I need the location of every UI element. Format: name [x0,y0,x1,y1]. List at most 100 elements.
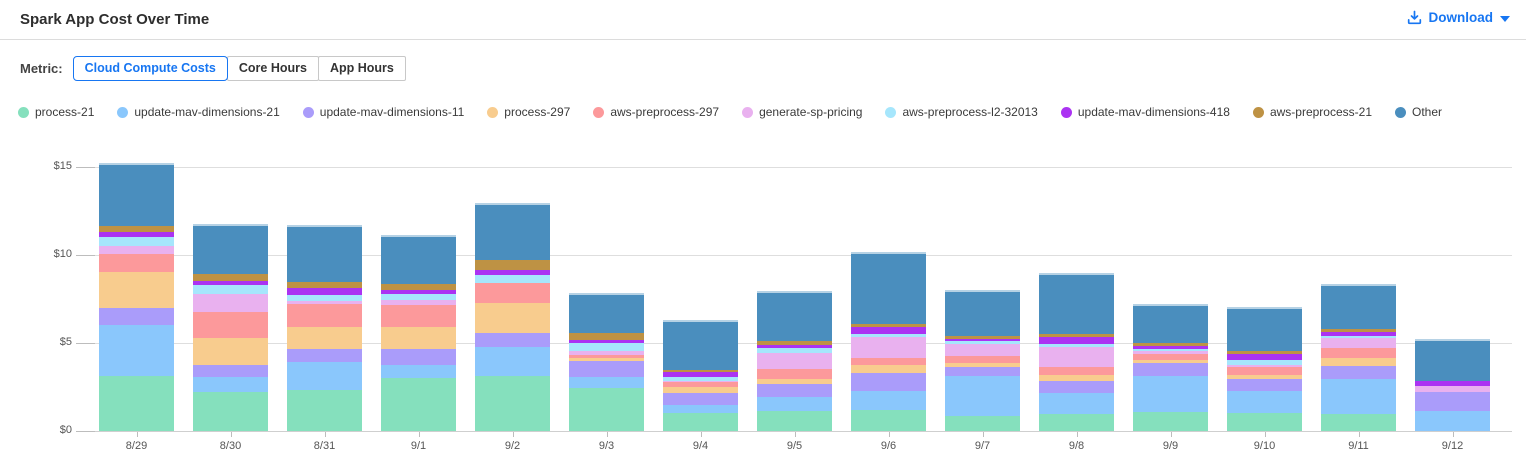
bar-segment-Other[interactable] [99,165,174,226]
bar-segment-update-mav-dimensions-418[interactable] [757,344,832,349]
bar-segment-Other[interactable] [381,236,456,285]
bar-segment-Other[interactable] [1321,285,1396,330]
bar-segment-process-21[interactable] [99,375,174,431]
bar-segment-process-21[interactable] [1321,414,1396,431]
bar-segment-process-297[interactable] [287,326,362,350]
metric-tab-core-hours[interactable]: Core Hours [226,56,319,81]
bar-9/5[interactable] [757,290,832,431]
bar-segment-update-mav-dimensions-418[interactable] [1415,380,1490,386]
bar-segment-aws-preprocess-l2-32013[interactable] [193,284,268,295]
bar-segment-aws-preprocess-21[interactable] [1133,342,1208,346]
bar-segment-process-21[interactable] [945,416,1020,431]
legend-item-update-mav-dimensions-418[interactable]: update-mav-dimensions-418 [1060,105,1230,119]
bar-segment-process-297[interactable] [381,326,456,350]
bar-segment-aws-preprocess-l2-32013[interactable] [1227,360,1302,365]
bar-segment-generate-sp-pricing[interactable] [663,380,738,383]
bar-segment-update-mav-dimensions-11[interactable] [569,361,644,377]
bar-segment-update-mav-dimensions-21[interactable] [193,376,268,393]
metric-tab-app-hours[interactable]: App Hours [317,56,406,81]
bar-segment-generate-sp-pricing[interactable] [945,343,1020,357]
bar-segment-update-mav-dimensions-11[interactable] [945,367,1020,377]
bar-segment-Other[interactable] [1133,306,1208,343]
bar-segment-update-mav-dimensions-21[interactable] [381,364,456,379]
bar-segment-aws-preprocess-21[interactable] [475,259,550,270]
bar-segment-process-21[interactable] [1039,413,1114,431]
bar-segment-generate-sp-pricing[interactable] [1039,346,1114,367]
bar-9/3[interactable] [569,293,644,431]
bar-segment-update-mav-dimensions-11[interactable] [287,349,362,363]
bar-segment-Other[interactable] [1227,308,1302,352]
bar-segment-update-mav-dimensions-21[interactable] [1039,392,1114,414]
bar-segment-generate-sp-pricing[interactable] [851,336,926,358]
bar-segment-generate-sp-pricing[interactable] [1415,385,1490,392]
bar-segment-update-mav-dimensions-418[interactable] [1133,345,1208,349]
bar-segment-update-mav-dimensions-418[interactable] [1039,337,1114,344]
bar-segment-update-mav-dimensions-11[interactable] [475,332,550,347]
bar-segment-update-mav-dimensions-11[interactable] [851,372,926,392]
bar-segment-process-21[interactable] [287,389,362,431]
bar-segment-update-mav-dimensions-418[interactable] [1321,332,1396,336]
bar-segment-Other[interactable] [663,322,738,370]
bar-segment-aws-preprocess-l2-32013[interactable] [287,295,362,301]
bar-segment-aws-preprocess-21[interactable] [851,323,926,327]
bar-segment-aws-preprocess-l2-32013[interactable] [569,343,644,352]
bar-segment-process-297[interactable] [569,357,644,362]
bar-segment-process-21[interactable] [569,388,644,431]
bar-segment-update-mav-dimensions-418[interactable] [193,280,268,285]
bar-segment-aws-preprocess-21[interactable] [1321,329,1396,333]
bar-segment-process-21[interactable] [193,392,268,431]
bar-segment-aws-preprocess-l2-32013[interactable] [757,348,832,353]
bar-segment-Other[interactable] [287,226,362,282]
bar-segment-aws-preprocess-21[interactable] [381,284,456,291]
bar-segment-update-mav-dimensions-418[interactable] [381,290,456,294]
bar-segment-aws-preprocess-297[interactable] [757,369,832,380]
bar-segment-process-297[interactable] [663,386,738,393]
bar-segment-update-mav-dimensions-21[interactable] [1133,375,1208,413]
bar-9/1[interactable] [381,234,456,431]
bar-segment-aws-preprocess-l2-32013[interactable] [381,293,456,301]
bar-8/30[interactable] [193,223,268,431]
bar-segment-update-mav-dimensions-418[interactable] [287,288,362,296]
bar-segment-update-mav-dimensions-418[interactable] [663,372,738,377]
bar-segment-update-mav-dimensions-21[interactable] [851,391,926,411]
bar-segment-process-297[interactable] [1321,358,1396,366]
bar-segment-update-mav-dimensions-11[interactable] [1227,379,1302,392]
bar-segment-aws-preprocess-297[interactable] [99,253,174,272]
bar-9/4[interactable] [663,320,738,431]
bar-segment-aws-preprocess-297[interactable] [1321,348,1396,359]
bar-segment-aws-preprocess-l2-32013[interactable] [1321,335,1396,339]
bar-segment-update-mav-dimensions-21[interactable] [287,362,362,390]
bar-segment-aws-preprocess-l2-32013[interactable] [663,376,738,381]
bar-9/11[interactable] [1321,283,1396,431]
bar-segment-aws-preprocess-297[interactable] [475,283,550,303]
bar-9/7[interactable] [945,290,1020,431]
bar-segment-update-mav-dimensions-11[interactable] [1039,380,1114,393]
bar-9/9[interactable] [1133,304,1208,431]
bar-8/29[interactable] [99,163,174,431]
legend-item-aws-preprocess-21[interactable]: aws-preprocess-21 [1252,105,1372,119]
bar-segment-aws-preprocess-l2-32013[interactable] [851,333,926,337]
bar-segment-aws-preprocess-297[interactable] [193,311,268,338]
bar-segment-aws-preprocess-21[interactable] [1039,333,1114,338]
bar-segment-generate-sp-pricing[interactable] [1227,364,1302,368]
bar-segment-aws-preprocess-297[interactable] [569,354,644,358]
bar-segment-Other[interactable] [475,205,550,260]
bar-segment-update-mav-dimensions-21[interactable] [99,325,174,376]
bar-segment-update-mav-dimensions-418[interactable] [569,340,644,344]
bar-segment-Other[interactable] [1415,340,1490,381]
bar-segment-aws-preprocess-21[interactable] [757,341,832,345]
bar-segment-aws-preprocess-21[interactable] [99,225,174,233]
legend-item-process-297[interactable]: process-297 [487,105,570,119]
bar-segment-generate-sp-pricing[interactable] [99,245,174,254]
bar-segment-update-mav-dimensions-11[interactable] [99,308,174,326]
bar-segment-aws-preprocess-297[interactable] [1133,353,1208,360]
legend-item-Other[interactable]: Other [1395,105,1442,119]
bar-segment-aws-preprocess-l2-32013[interactable] [1039,343,1114,347]
bar-segment-Other[interactable] [945,292,1020,337]
bar-segment-process-21[interactable] [1227,412,1302,431]
bar-segment-aws-preprocess-l2-32013[interactable] [945,341,1020,344]
legend-item-update-mav-dimensions-11[interactable]: update-mav-dimensions-11 [302,105,464,119]
bar-segment-aws-preprocess-21[interactable] [1227,351,1302,354]
bar-segment-aws-preprocess-297[interactable] [945,356,1020,364]
bar-9/12[interactable] [1415,338,1490,431]
